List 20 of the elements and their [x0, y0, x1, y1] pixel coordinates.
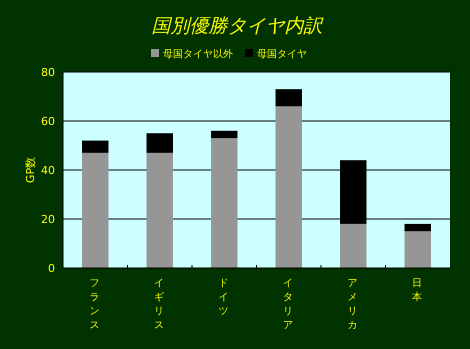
bar: [146, 133, 173, 153]
bar: [276, 89, 302, 106]
y-tick-label: 0: [48, 262, 55, 275]
y-tick-label: 20: [41, 213, 55, 226]
chart-title: 国別優勝タイヤ内訳: [152, 15, 324, 37]
y-tick-label: 40: [41, 164, 55, 177]
bar: [146, 152, 173, 268]
bar: [211, 138, 238, 268]
bar: [404, 231, 431, 268]
y-axis-title: GP数: [24, 156, 37, 184]
legend-label: 母国タイヤ: [257, 49, 307, 60]
bar: [82, 152, 108, 268]
bar: [340, 224, 366, 268]
bar: [211, 130, 238, 138]
y-tick-label: 60: [41, 115, 55, 128]
legend-label: 母国タイヤ以外: [163, 48, 233, 60]
bar: [404, 224, 431, 232]
bar: [82, 140, 108, 153]
bar: [276, 106, 302, 268]
y-tick-label: 80: [41, 66, 55, 79]
